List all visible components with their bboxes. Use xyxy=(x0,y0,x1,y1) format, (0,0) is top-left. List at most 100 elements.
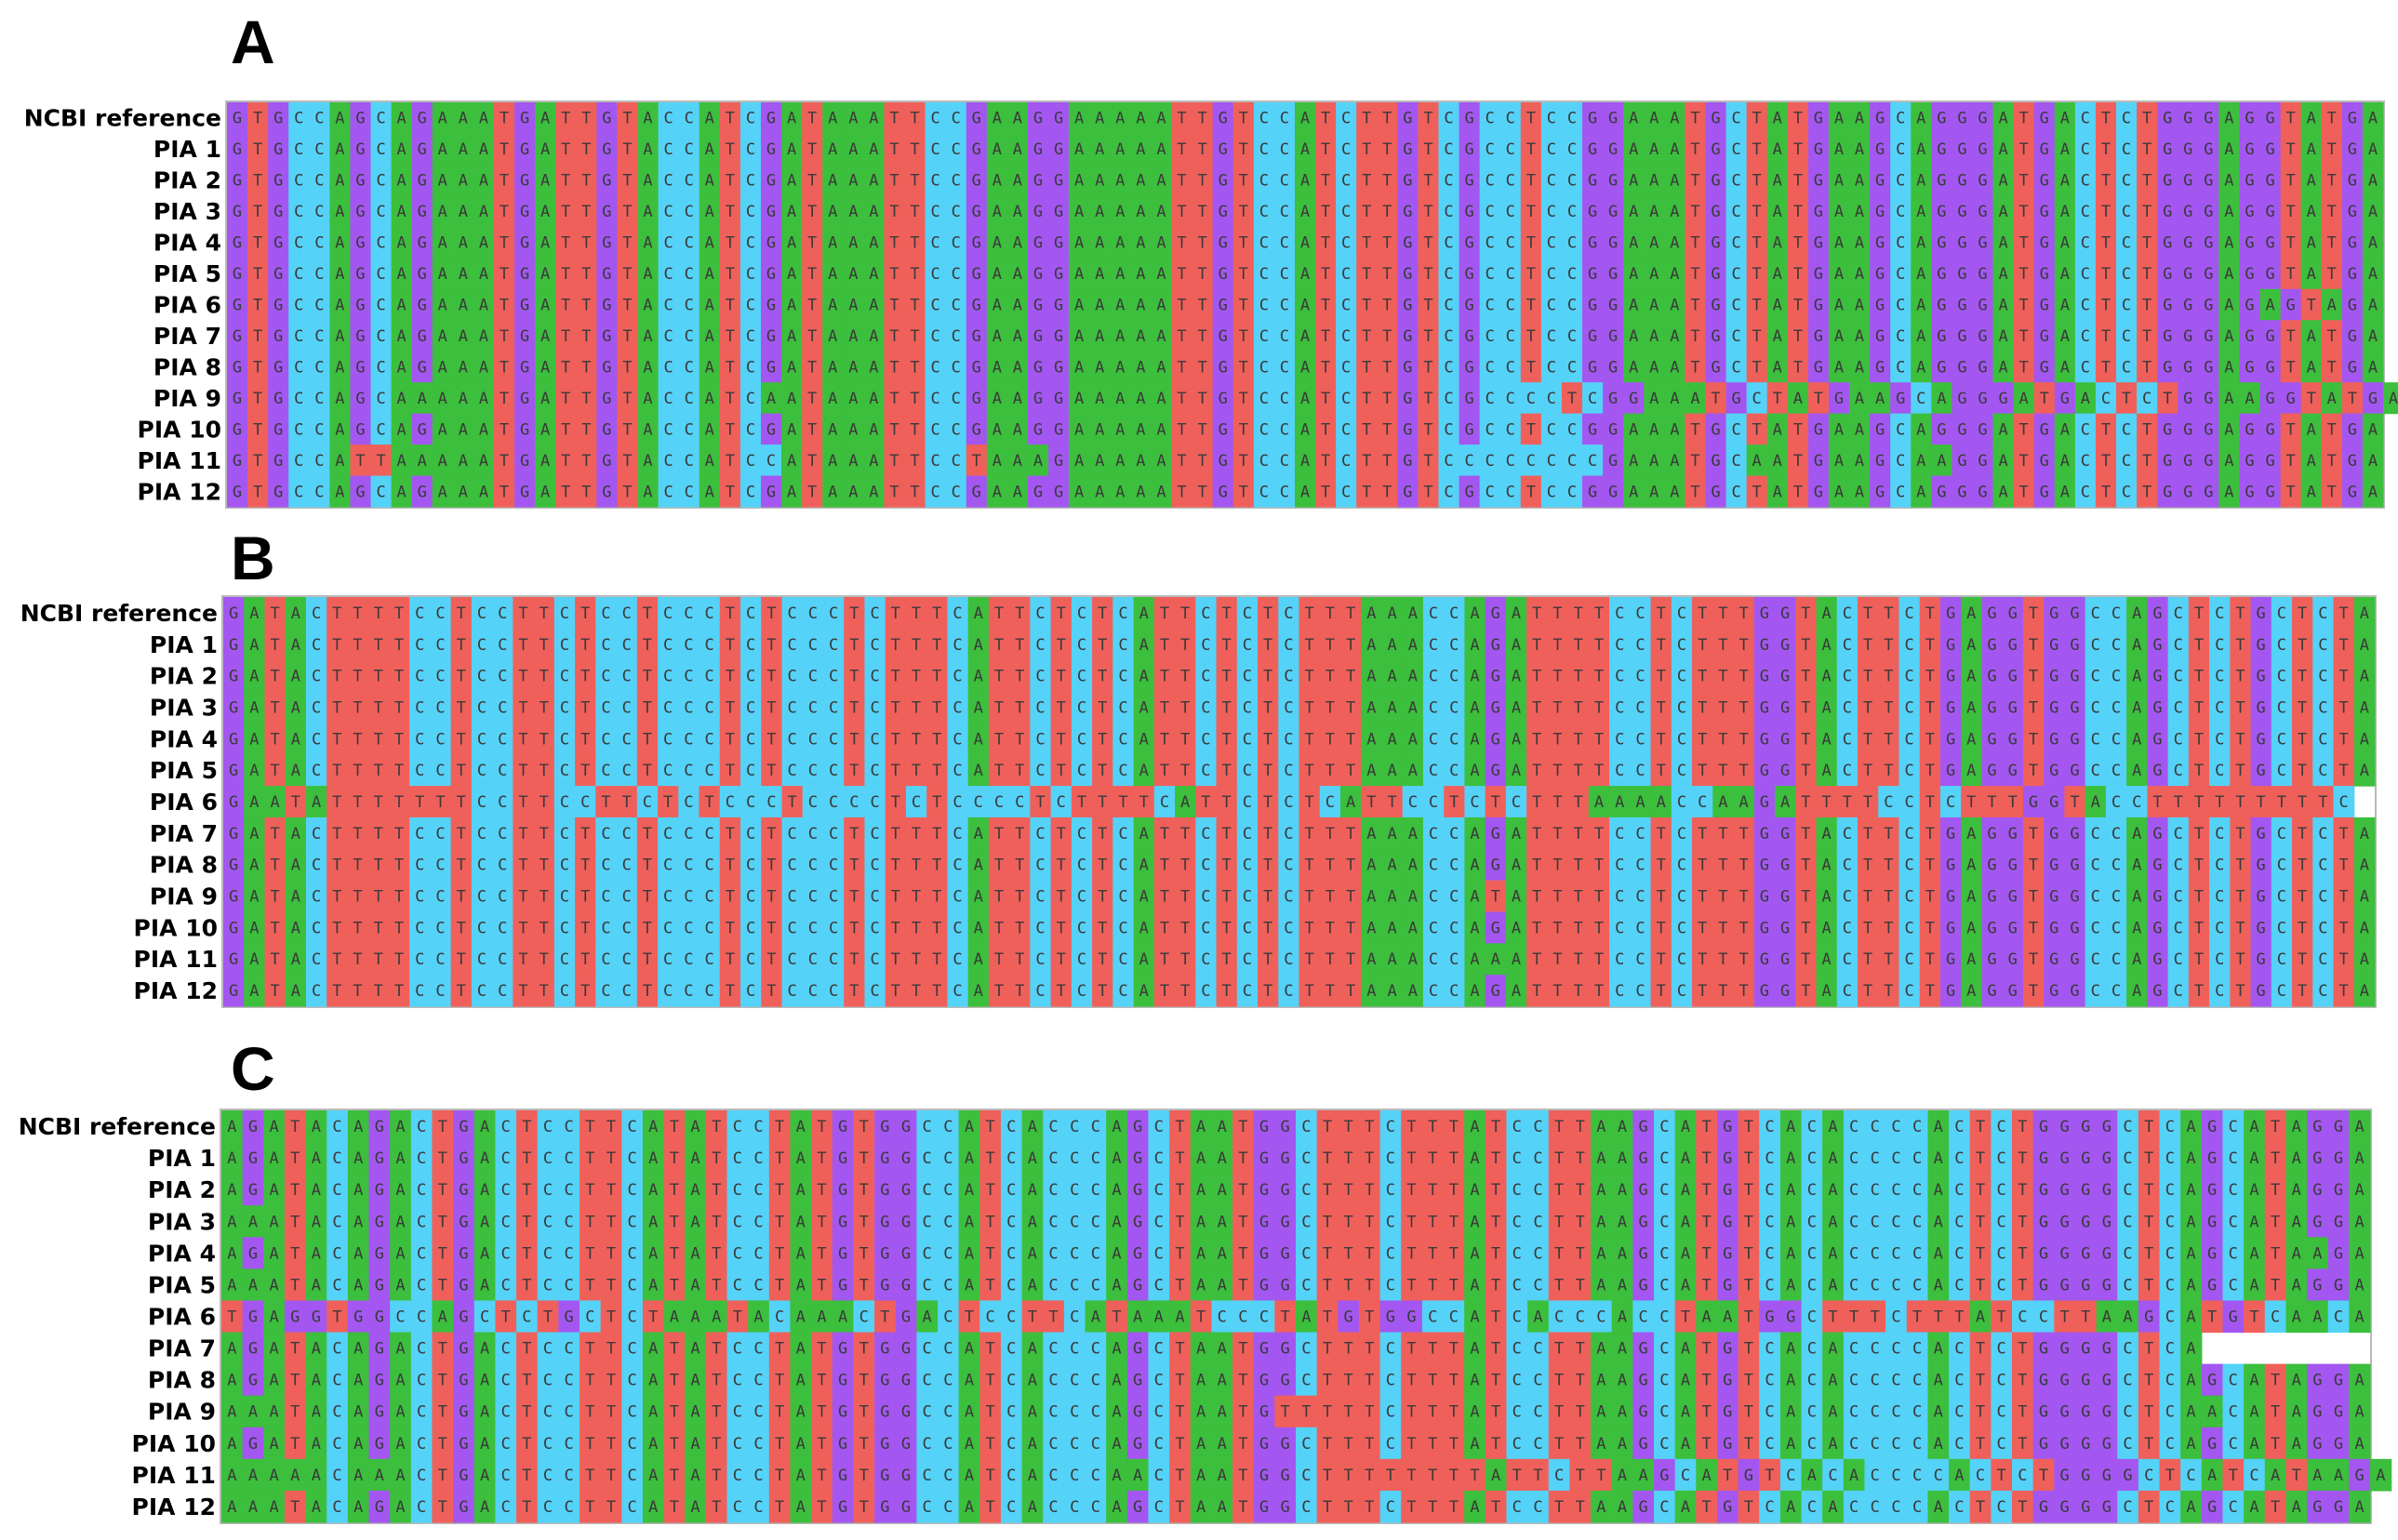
base-cell xyxy=(514,258,536,290)
base-cell xyxy=(1006,258,1029,290)
base-cell xyxy=(1069,258,1090,290)
base-cell xyxy=(411,195,433,228)
base-cell xyxy=(2074,288,2097,321)
base-cell xyxy=(227,351,248,383)
base-cell xyxy=(1725,226,1748,259)
base-cell xyxy=(2033,258,2056,290)
base-cell xyxy=(370,320,393,352)
base-cell xyxy=(2013,258,2035,290)
base-cell xyxy=(1397,288,1419,321)
base-cell xyxy=(719,226,741,259)
base-cell xyxy=(966,102,988,135)
base-cell xyxy=(1377,382,1398,415)
base-cell xyxy=(1766,382,1789,415)
base-cell xyxy=(576,288,597,321)
row-label: PIA 5 xyxy=(148,1271,216,1298)
base-cell xyxy=(1499,102,1522,135)
base-cell xyxy=(986,320,1008,352)
base-cell xyxy=(2137,288,2158,321)
base-cell xyxy=(2116,133,2138,166)
base-cell xyxy=(350,164,372,196)
base-cell xyxy=(1336,258,1357,290)
base-cell xyxy=(1151,195,1173,228)
base-cell xyxy=(1192,351,1214,383)
base-cell xyxy=(1623,351,1645,383)
base-cell xyxy=(1089,351,1111,383)
base-cell xyxy=(1685,102,1707,135)
base-cell xyxy=(1603,195,1624,228)
base-cell xyxy=(2074,195,2097,228)
base-cell xyxy=(2198,320,2219,352)
base-cell xyxy=(432,320,454,352)
base-cell xyxy=(1911,320,1932,352)
base-cell xyxy=(2095,133,2117,166)
base-cell xyxy=(1540,195,1563,228)
base-cell xyxy=(719,320,741,352)
base-cell xyxy=(1582,258,1604,290)
base-cell xyxy=(658,320,680,352)
base-cell xyxy=(1561,382,1583,415)
base-cell xyxy=(2259,382,2282,415)
sequence: GTGCCAGCAGAAATGATTGTACCATCGATAAATTCCGAAG… xyxy=(233,297,2378,315)
base-cell xyxy=(329,195,352,228)
base-cell xyxy=(1644,102,1665,135)
base-cell xyxy=(268,195,289,228)
base-cell xyxy=(1540,164,1563,196)
row-cells xyxy=(227,382,2398,415)
base-cell xyxy=(2218,195,2241,228)
base-cell xyxy=(370,164,393,196)
base-cell xyxy=(1992,320,2015,352)
base-cell xyxy=(1294,382,1316,415)
base-cell xyxy=(1315,413,1337,445)
base-cell xyxy=(1048,133,1070,166)
base-cell xyxy=(473,133,495,166)
base-cell xyxy=(1540,133,1563,166)
row-label: PIA 10 xyxy=(132,1430,216,1457)
base-cell xyxy=(1520,351,1542,383)
base-cell xyxy=(1870,226,1891,259)
base-cell xyxy=(596,320,619,352)
row-label: PIA 2 xyxy=(148,1176,216,1203)
base-cell xyxy=(2341,258,2364,290)
base-cell xyxy=(966,320,988,352)
base-cell xyxy=(699,102,721,135)
base-cell xyxy=(247,164,269,196)
base-cell xyxy=(1377,195,1398,228)
base-cell xyxy=(637,382,659,415)
base-cell xyxy=(493,226,515,259)
row-cells xyxy=(227,413,2384,445)
base-cell xyxy=(1397,258,1419,290)
row-label: PIA 7 xyxy=(148,1335,216,1362)
base-cell xyxy=(1685,133,1707,166)
base-cell xyxy=(1192,226,1214,259)
base-cell xyxy=(1705,133,1727,166)
base-cell xyxy=(473,351,495,383)
base-cell xyxy=(1130,133,1152,166)
base-cell xyxy=(329,320,352,352)
base-cell xyxy=(1212,382,1234,415)
base-cell xyxy=(1787,195,1809,228)
base-cell xyxy=(2178,288,2199,321)
base-cell xyxy=(1315,164,1337,196)
base-cell xyxy=(1746,226,1768,259)
base-cell xyxy=(247,226,269,259)
base-cell xyxy=(1603,320,1624,352)
base-cell xyxy=(863,382,886,415)
base-cell xyxy=(1192,320,1214,352)
base-cell xyxy=(617,351,639,383)
base-cell xyxy=(227,288,248,321)
base-cell xyxy=(945,320,967,352)
base-cell xyxy=(514,226,536,259)
base-cell xyxy=(391,320,413,352)
base-cell xyxy=(2054,133,2076,166)
base-cell xyxy=(227,258,248,290)
base-cell xyxy=(596,351,619,383)
base-cell xyxy=(1972,351,1994,383)
base-cell xyxy=(1273,288,1296,321)
base-cell xyxy=(2116,258,2138,290)
base-cell xyxy=(617,102,639,135)
base-cell xyxy=(2218,133,2241,166)
base-cell xyxy=(1952,133,1974,166)
base-cell xyxy=(2362,226,2384,259)
base-cell xyxy=(1130,320,1152,352)
